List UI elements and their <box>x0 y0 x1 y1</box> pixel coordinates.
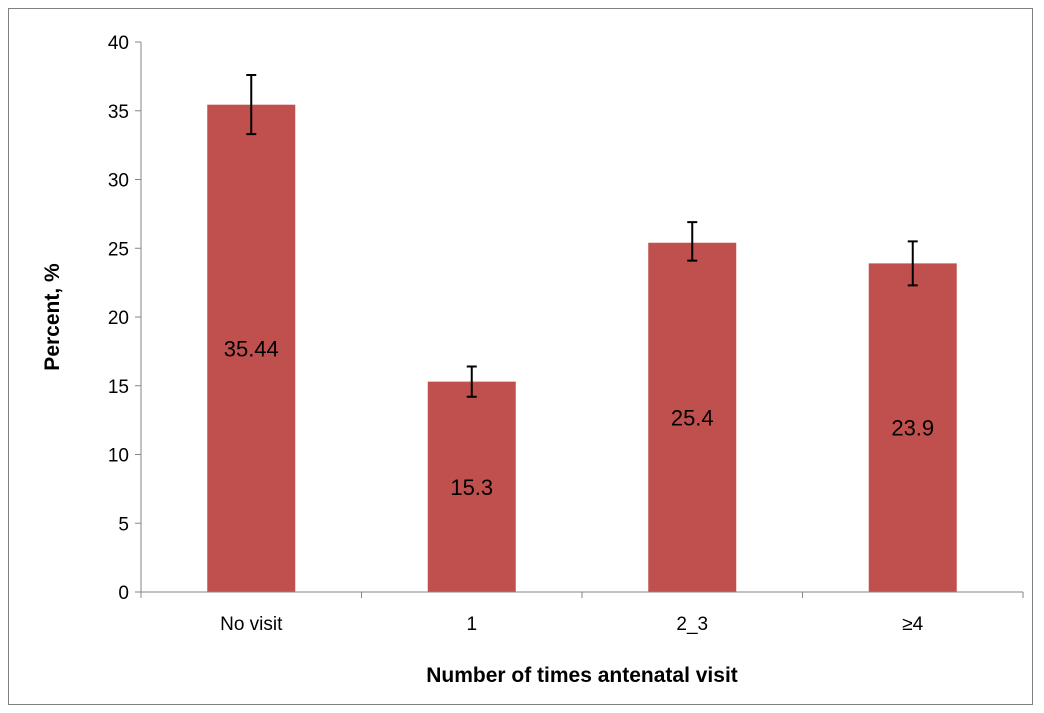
y-tick-label: 10 <box>108 446 129 467</box>
y-tick-label: 5 <box>118 514 129 535</box>
x-tick-label: ≥4 <box>902 614 923 635</box>
bar <box>648 242 737 592</box>
x-tick-label: 2_3 <box>676 614 708 635</box>
error-bar <box>466 365 477 398</box>
error-bar <box>687 221 698 262</box>
labels-layer: 35.44 No visit 15.3 1 25.4 2_3 23.9 ≥4 0 5 10 15 20 2… <box>108 33 934 635</box>
bar <box>868 263 957 592</box>
bar-chart: 35.44 No visit 15.3 1 25.4 2_3 23.9 ≥4 0 5 10 15 20 2… <box>41 33 1024 687</box>
chart-frame: 35.44 No visit 15.3 1 25.4 2_3 23.9 ≥4 0 5 10 15 20 2… <box>8 8 1033 705</box>
x-axis-title: Number of times antenatal visit <box>426 664 738 687</box>
x-tick-label: No visit <box>220 614 283 635</box>
y-tick-label: 25 <box>108 239 129 260</box>
data-label: 23.9 <box>891 416 934 441</box>
y-tick-label: 30 <box>108 171 129 192</box>
error-bar <box>907 240 918 287</box>
bar <box>427 381 516 592</box>
bars-layer <box>207 104 957 592</box>
error-bars-layer <box>246 74 918 398</box>
data-label: 35.44 <box>224 336 279 361</box>
y-tick-label: 35 <box>108 102 129 123</box>
data-label: 25.4 <box>671 405 714 430</box>
error-bar <box>246 74 257 136</box>
y-axis-title: Percent, % <box>41 263 64 371</box>
y-tick-label: 40 <box>108 33 129 54</box>
x-tick-label: 1 <box>466 614 477 635</box>
y-tick-label: 20 <box>108 308 129 329</box>
bar <box>207 104 296 592</box>
y-tick-label: 0 <box>118 583 129 604</box>
axes-layer <box>135 41 1024 598</box>
y-tick-label: 15 <box>108 377 129 398</box>
data-label: 15.3 <box>450 475 493 500</box>
